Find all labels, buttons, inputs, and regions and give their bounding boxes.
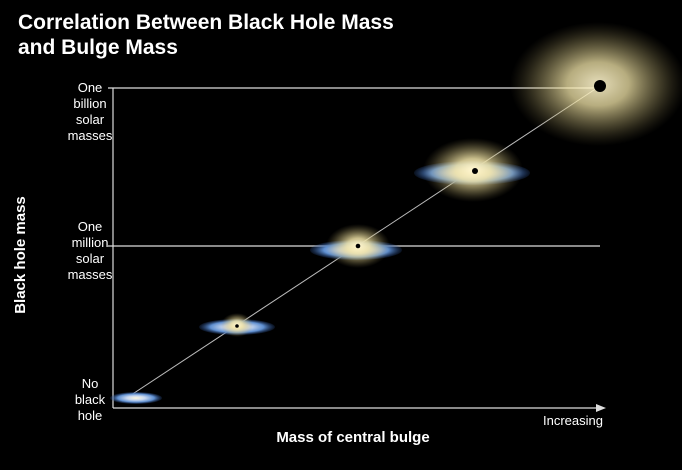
y-level-label: million (72, 235, 109, 250)
y-level-label: black (75, 392, 106, 407)
y-level-label: hole (78, 408, 103, 423)
y-level-label: One (78, 80, 103, 95)
galaxy (310, 224, 402, 268)
y-level-label: solar (76, 112, 105, 127)
y-level-label: masses (68, 128, 113, 143)
x-axis-arrow (596, 404, 606, 412)
y-level-label: billion (73, 96, 106, 111)
galaxy (199, 313, 275, 337)
galaxy (414, 138, 530, 202)
y-level-label: masses (68, 267, 113, 282)
galaxy (110, 392, 162, 404)
y-axis-label: Black hole mass (12, 196, 29, 314)
y-level-label: solar (76, 251, 105, 266)
x-axis-label: Mass of central bulge (276, 429, 429, 446)
galaxy (510, 22, 682, 146)
title-line: Correlation Between Black Hole Mass (18, 11, 394, 34)
y-level-label: No (82, 376, 99, 391)
title-line: and Bulge Mass (18, 36, 178, 59)
x-axis-end-label: Increasing (543, 413, 603, 428)
y-level-label: One (78, 219, 103, 234)
